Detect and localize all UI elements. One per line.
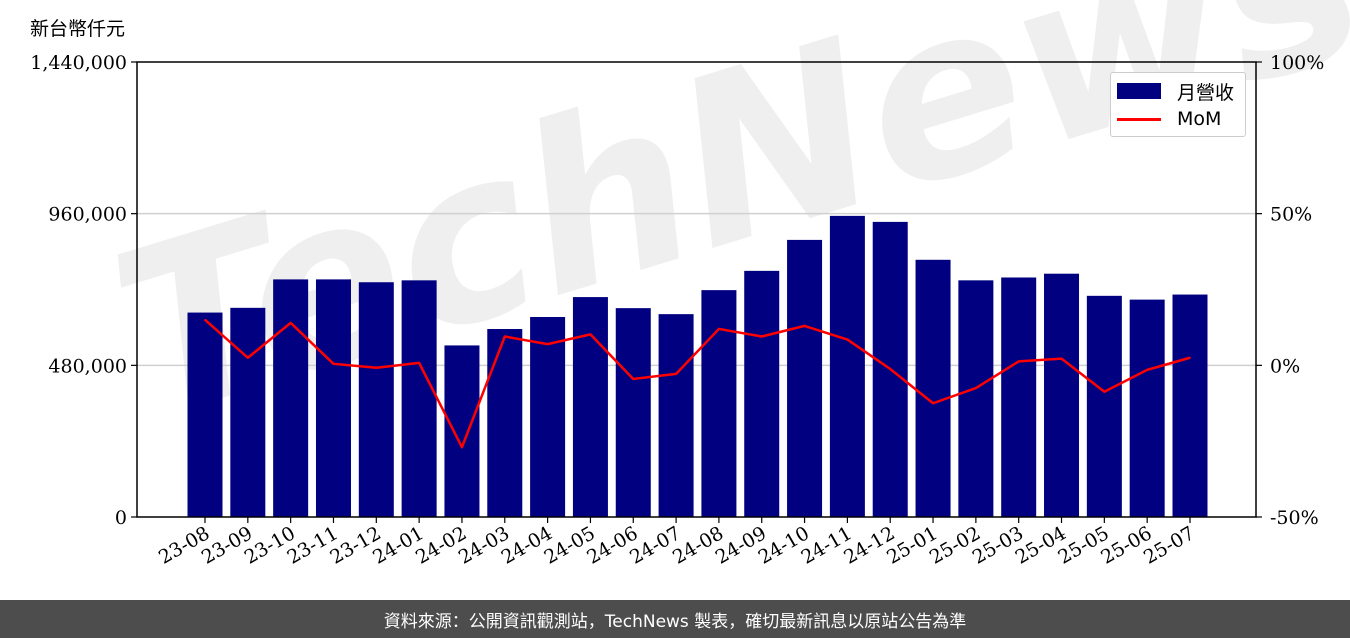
mom-point-25-04 [1060,357,1063,360]
y-right-tick-label: 50% [1270,204,1312,226]
bar-23-11 [315,279,351,517]
mom-point-24-01 [418,362,420,364]
y-left-tick-label: 0 [115,507,127,529]
bar-24-06 [615,308,651,517]
bar-25-01 [915,259,951,517]
bar-24-09 [744,270,780,517]
bar-23-09 [230,307,266,517]
x-tick-label-25-07: 25-07 [1140,522,1198,568]
mom-point-25-06 [1146,369,1148,371]
mom-point-25-02 [975,387,977,389]
legend-swatch-line [1117,117,1161,121]
bar-25-04 [1044,273,1080,517]
y-axis-unit-label: 新台幣仟元 [30,18,126,40]
mom-point-24-04 [546,343,549,345]
legend-item-mom: MoM [1117,107,1221,131]
bar-25-02 [958,280,994,517]
mom-point-24-07 [675,373,677,375]
bar-24-08 [701,290,737,517]
y-right-tick-label: -50% [1270,507,1319,529]
mom-point-25-07 [1189,356,1191,359]
mom-point-23-11 [332,363,335,365]
mom-point-24-08 [718,328,720,330]
mom-point-24-12 [889,368,892,370]
y-left-tick-label: 480,000 [48,355,127,377]
y-right-tick-label: 0% [1270,355,1300,377]
legend-label-mom: MoM [1177,108,1222,130]
bar-24-05 [572,297,608,517]
mom-point-24-05 [589,333,592,336]
bar-24-10 [787,239,823,517]
bar-24-02 [444,345,480,517]
y-left-tick-label: 960,000 [48,204,127,226]
bar-24-07 [658,314,694,517]
footer-source-note: 資料來源：公開資訊觀測站，TechNews 製表，確切最新訊息以原站公告為準 [0,600,1350,638]
y-right-tick-label: 100% [1270,52,1324,74]
mom-point-24-09 [760,335,763,338]
bar-25-07 [1172,294,1208,517]
bar-25-06 [1129,299,1165,517]
bar-24-11 [829,215,865,517]
bar-23-10 [273,279,309,517]
mom-point-24-02 [461,446,463,449]
bar-23-08 [187,312,223,517]
bar-25-03 [1001,277,1037,517]
mom-point-25-03 [1017,360,1020,363]
bar-23-12 [358,282,394,517]
legend: 月營收 MoM [1110,72,1246,137]
mom-point-24-06 [632,378,635,380]
legend-item-revenue: 月營收 [1117,79,1235,104]
y-left-tick-label: 1,440,000 [30,52,127,74]
mom-point-23-12 [375,366,378,369]
mom-point-24-10 [803,325,806,327]
bar-25-05 [1086,295,1122,517]
mom-line [204,318,1191,449]
bar-24-04 [530,316,566,517]
legend-label-revenue: 月營收 [1177,81,1235,104]
mom-point-24-11 [846,338,849,341]
legend-swatch-bar [1117,83,1161,99]
bar-24-01 [401,280,437,517]
mom-point-24-03 [503,335,506,338]
mom-point-23-10 [289,322,292,324]
mom-point-25-01 [932,402,934,405]
mom-point-23-09 [247,356,249,359]
plot-frame [136,61,1257,518]
mom-point-23-08 [204,319,206,321]
bar-24-03 [487,328,523,517]
mom-point-25-05 [1103,390,1106,393]
